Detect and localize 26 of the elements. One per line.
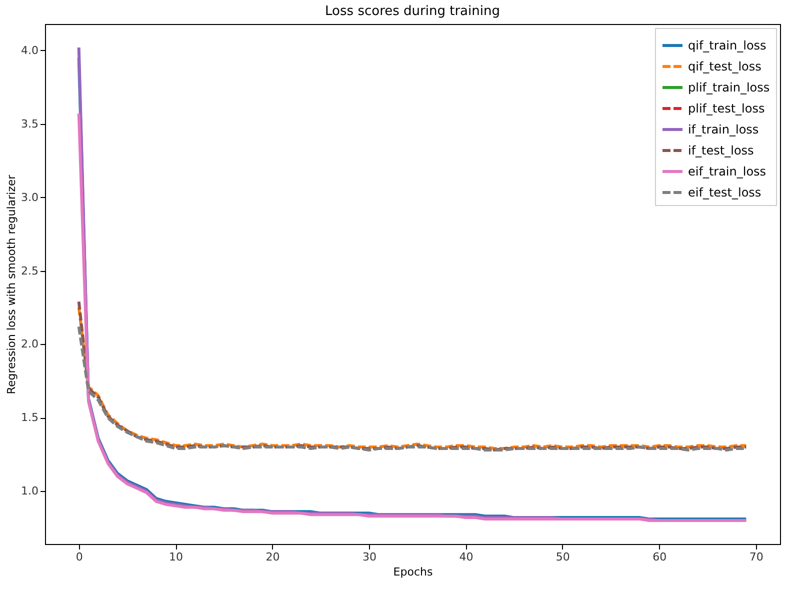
x-tick-label: 50 bbox=[556, 550, 570, 564]
x-tick-label: 10 bbox=[169, 550, 184, 564]
legend-label: plif_test_loss bbox=[688, 102, 765, 116]
legend-label: if_train_loss bbox=[688, 122, 759, 136]
x-tick-label: 0 bbox=[76, 550, 83, 564]
legend-label: plif_train_loss bbox=[688, 80, 770, 94]
y-tick-label: 1.0 bbox=[21, 484, 38, 498]
y-tick-label: 3.0 bbox=[21, 190, 38, 204]
legend-label: qif_train_loss bbox=[688, 38, 766, 52]
legend-label: qif_test_loss bbox=[688, 60, 762, 74]
legend-label: if_test_loss bbox=[688, 144, 754, 158]
y-tick-label: 4.0 bbox=[21, 44, 38, 57]
x-tick-label: 30 bbox=[362, 550, 376, 564]
legend-label: eif_train_loss bbox=[688, 164, 766, 178]
x-tick-label: 70 bbox=[749, 550, 764, 564]
y-tick-label: 2.5 bbox=[21, 264, 38, 278]
x-tick-label: 20 bbox=[266, 550, 280, 564]
x-tick-label: 40 bbox=[459, 550, 474, 564]
y-tick-label: 1.5 bbox=[21, 411, 38, 424]
legend-label: eif_test_loss bbox=[688, 186, 762, 200]
chart-title: Loss scores during training bbox=[325, 4, 500, 19]
x-tick-label: 60 bbox=[652, 550, 667, 564]
y-axis-title: Regression loss with smooth regularizer bbox=[5, 174, 18, 394]
y-tick-label: 2.0 bbox=[21, 338, 38, 351]
y-tick-label: 3.5 bbox=[21, 117, 38, 130]
x-axis-title: Epochs bbox=[393, 566, 433, 578]
